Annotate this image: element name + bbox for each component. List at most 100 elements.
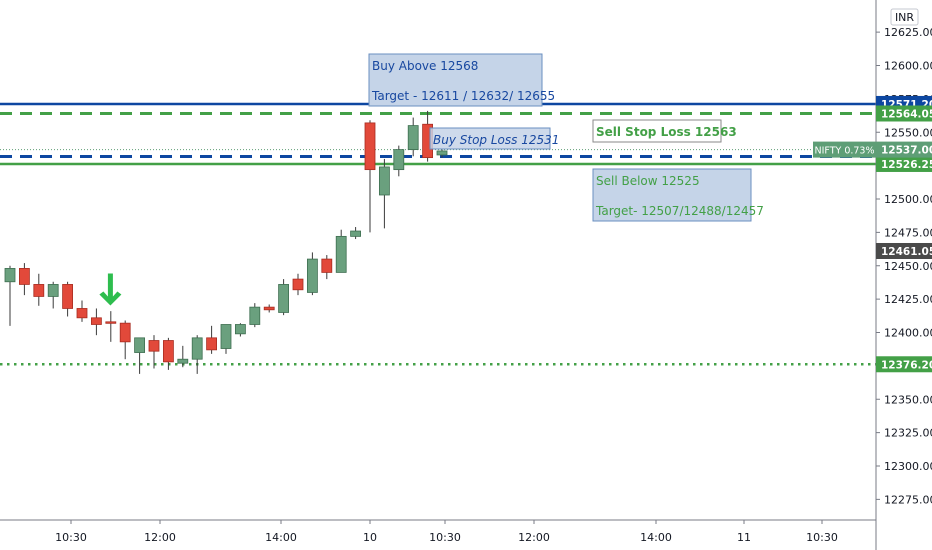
sell-below-text: Sell Below 12525 [596, 174, 700, 188]
candle[interactable] [206, 325, 218, 354]
y-tick-label: 12450.00 [884, 260, 932, 273]
candle-body [47, 284, 59, 297]
x-tick-label: 14:00 [265, 531, 297, 544]
y-tick-label: 12600.00 [884, 60, 932, 73]
candle[interactable] [134, 337, 146, 374]
last-price-tag: 12537.00 [876, 141, 932, 158]
candle-body [249, 306, 261, 325]
candle[interactable] [407, 117, 419, 157]
candle-body [393, 149, 405, 171]
candle[interactable] [105, 311, 117, 342]
sell-target-text: Target- 12507/12488/12457 [595, 204, 764, 218]
candle[interactable] [177, 345, 189, 368]
candle[interactable] [191, 335, 203, 374]
x-tick-label: 10:30 [55, 531, 87, 544]
candle-body [321, 258, 333, 273]
candle[interactable] [18, 263, 30, 296]
candle[interactable] [33, 273, 45, 306]
candle-body [278, 284, 290, 313]
x-tick-labels: 10:30 12:00 14:00 10 10:30 12:00 14:00 11 10:30 [55, 520, 838, 544]
candle[interactable] [249, 303, 261, 328]
candle-body [105, 321, 117, 324]
candle[interactable] [162, 337, 174, 370]
candle-body [148, 340, 160, 352]
y-tick-label: 12625.00 [884, 26, 932, 39]
candle-body [263, 306, 275, 311]
candle[interactable] [62, 281, 73, 317]
candle-body [62, 284, 73, 309]
svg-text:12537.00: 12537.00 [881, 145, 932, 157]
candle-body [292, 278, 304, 291]
candle-body [364, 122, 376, 171]
y-tick-label: 12325.00 [884, 427, 932, 440]
buy-stop-loss-text: Buy Stop Loss 12531 [433, 133, 559, 147]
currency-label: INR [895, 11, 914, 24]
candle-body [177, 358, 189, 364]
y-tick-label: 12275.00 [884, 493, 932, 506]
crosshair-price-tag: 12461.05 [876, 242, 932, 259]
candles [4, 110, 448, 374]
candle[interactable] [91, 308, 102, 336]
candle-body [378, 166, 390, 196]
down-arrow-icon [99, 273, 122, 306]
candle-body [206, 337, 218, 351]
candle-body [436, 150, 448, 156]
candle[interactable] [378, 158, 390, 229]
buy-stop-loss-annotation[interactable]: Buy Stop Loss 12531 [429, 127, 559, 150]
candle-body [220, 324, 232, 349]
candle[interactable] [263, 304, 275, 313]
candle[interactable] [234, 323, 246, 337]
candle-body [191, 337, 203, 360]
x-tick-label: 10 [363, 531, 377, 544]
currency-badge[interactable]: INR [890, 8, 919, 26]
candle[interactable] [119, 320, 131, 360]
candle-body [119, 322, 131, 343]
candle[interactable] [220, 324, 232, 354]
candle[interactable] [306, 252, 318, 296]
nifty-change-label: NIFTY 0.73% [814, 146, 874, 157]
x-tick-label: 10:30 [429, 531, 461, 544]
buy-above-annotation[interactable]: Buy Above 12568 Target - 12611 / 12632/ … [368, 53, 555, 107]
buy-above-text: Buy Above 12568 [372, 59, 478, 73]
candle-body [91, 317, 102, 325]
candle-body [76, 308, 88, 319]
y-tick-label: 12500.00 [884, 193, 932, 206]
candle-body [18, 268, 30, 285]
candle[interactable] [335, 229, 347, 273]
last-price-indicator: NIFTY 0.73% [813, 141, 876, 158]
candle-body [162, 340, 174, 363]
candle[interactable] [148, 335, 160, 369]
candle[interactable] [350, 227, 362, 240]
support-line-price-tag: 12376.20 [876, 356, 932, 373]
candle[interactable] [292, 273, 304, 296]
candle[interactable] [364, 120, 376, 233]
x-tick-label: 11 [737, 531, 751, 544]
candle[interactable] [436, 149, 448, 158]
candle-body [4, 268, 16, 283]
candle[interactable] [393, 145, 405, 177]
candle-body [134, 337, 146, 353]
sell-stop-loss-annotation[interactable]: Sell Stop Loss 12563 [592, 119, 737, 143]
candle[interactable] [321, 255, 333, 280]
candle-body [234, 324, 246, 335]
candle[interactable] [76, 300, 88, 322]
candle-body [407, 125, 419, 151]
candle-body [33, 284, 45, 297]
sell-stop-loss-text: Sell Stop Loss 12563 [596, 125, 737, 139]
candle[interactable] [47, 281, 59, 309]
svg-text:12376.20: 12376.20 [881, 359, 932, 371]
candle-body [306, 258, 318, 293]
x-tick-label: 14:00 [640, 531, 672, 544]
sell-below-annotation[interactable]: Sell Below 12525 Target- 12507/12488/124… [592, 168, 764, 222]
candle[interactable] [278, 279, 290, 316]
candle-body [335, 235, 347, 273]
buy-target-text: Target - 12611 / 12632/ 12655 [371, 89, 555, 103]
candle-body [350, 230, 362, 237]
y-tick-label: 12425.00 [884, 293, 932, 306]
svg-text:12564.05: 12564.05 [881, 108, 932, 120]
candle[interactable] [4, 265, 16, 326]
svg-text:12461.05: 12461.05 [881, 246, 932, 258]
x-tick-label: 12:00 [144, 531, 176, 544]
sell-below-line-price-tag: 12526.25 [876, 155, 932, 172]
